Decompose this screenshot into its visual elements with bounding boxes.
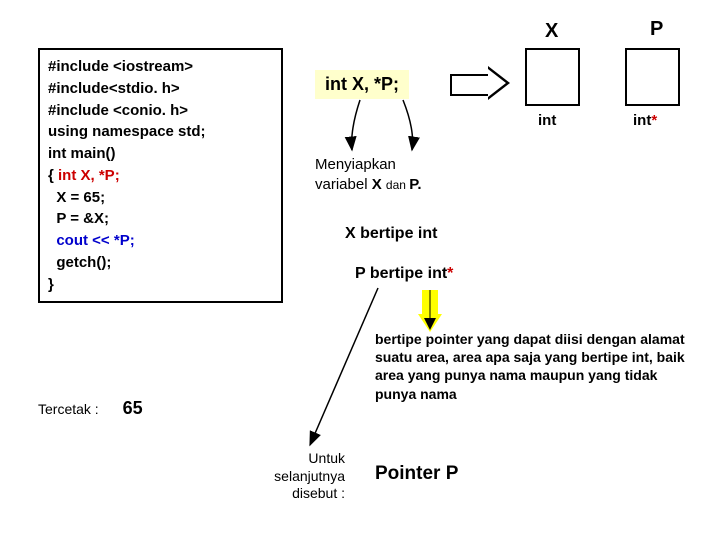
x-type-text: X bertipe int <box>345 225 437 243</box>
var-x-label: X <box>545 20 558 43</box>
var-x-box <box>525 48 580 106</box>
declaration-highlight: int X, *P; <box>315 70 409 99</box>
var-p-label: P <box>650 18 663 41</box>
code-block: #include <iostream> #include<stdio. h> #… <box>38 48 283 303</box>
code-line: int main() <box>48 143 273 165</box>
intstar-label: int* <box>633 112 657 129</box>
printed-output: Tercetak : 65 <box>38 398 143 419</box>
henceforth-text: Untuk selanjutnya disebut : <box>235 450 345 503</box>
block-arrow-icon <box>450 68 512 98</box>
code-line: using namespace std; <box>48 121 273 143</box>
pointer-description: bertipe pointer yang dapat diisi dengan … <box>375 330 685 403</box>
code-line: X = 65; <box>48 187 273 209</box>
code-line: { int X, *P; <box>48 165 273 187</box>
code-line: cout << *P; <box>48 230 273 252</box>
code-line: getch(); <box>48 252 273 274</box>
p-type-text: P bertipe int* <box>355 265 453 283</box>
code-line: #include <conio. h> <box>48 100 273 122</box>
code-line: #include<stdio. h> <box>48 78 273 100</box>
code-line: P = &X; <box>48 208 273 230</box>
printed-label: Tercetak : <box>38 401 99 417</box>
int-label: int <box>538 112 556 129</box>
printed-value: 65 <box>123 398 143 418</box>
declaration: int X, *P; <box>58 167 120 184</box>
code-line: #include <iostream> <box>48 56 273 78</box>
cout-line: cout << *P; <box>56 232 134 249</box>
pointer-p-label: Pointer P <box>375 463 458 485</box>
code-line: } <box>48 274 273 296</box>
var-p-box <box>625 48 680 106</box>
prepares-text: Menyiapkan variabel X dan P. <box>315 155 422 194</box>
